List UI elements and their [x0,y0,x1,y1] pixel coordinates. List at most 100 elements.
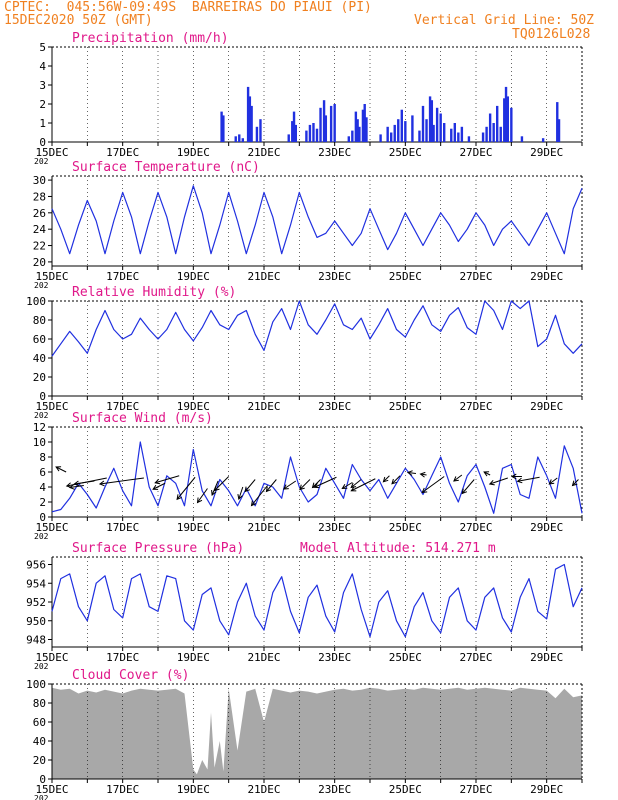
wind-arrow [453,474,463,482]
x-tick-label: 25DEC [389,400,422,413]
y-tick-label: 12 [33,421,46,434]
x-tick-label: 27DEC [459,783,492,796]
precip-bar [425,119,428,142]
precip-bar [363,104,366,142]
panel-5: 15DEC 17DEC 19DEC 21DEC 23DEC 25DEC 27DEC 29DEC… [26,541,583,671]
wind-arrow [197,488,208,503]
precip-bar [250,105,253,142]
y-tick-label: 60 [33,333,46,346]
wind-arrow-head [461,488,468,495]
panel-3: 15DEC 17DEC 19DEC 21DEC 23DEC 25DEC 27DEC 29DEC… [26,285,583,420]
precip-bar [453,123,456,142]
precip-bar [220,111,223,142]
precip-bar [255,126,259,142]
wind-arrow-head [211,489,217,496]
x-tick-label: 29DEC [530,146,563,159]
y-tick-label: 6 [39,466,46,479]
wind-arrow [66,477,107,487]
wind-arrow [489,477,508,485]
wind-arrow [391,475,401,485]
x-tick-label: 19DEC [177,400,210,413]
precip-bar [305,130,308,142]
y-tick-label: 0 [39,136,46,149]
x-tick-label: 21DEC [247,651,280,664]
x-tick-label: 27DEC [459,146,492,159]
x-tick-label: 21DEC [247,400,280,413]
y-tick-label: 28 [33,190,46,203]
x-tick-label: 29DEC [530,270,563,283]
y-tick-label: 80 [33,697,46,710]
precip-bar [241,138,244,142]
y-tick-label: 20 [33,371,46,384]
wind-arrow [421,476,445,493]
wind-arrow-head [237,494,243,500]
precip-bar [351,130,354,142]
y-tick-label: 22 [33,240,46,253]
y-tick-label: 40 [33,352,46,365]
x-tick-label: 27DEC [459,651,492,664]
precip-bar [287,134,290,142]
precip-bar [492,123,495,142]
x-tick-label: 23DEC [318,783,351,796]
precip-bar [222,115,225,142]
wind-arrow-head [196,497,203,504]
panel-title: Surface Wind (m/s) [72,411,213,426]
wind-arrow-head [154,478,161,485]
precip-bar [499,126,502,142]
wind-arrow [99,477,144,485]
header-model-code: TQ0126L028 [512,27,591,42]
precip-bar [556,102,559,142]
x-tick-label: 15DEC [35,146,68,159]
wind-arrow [251,485,268,506]
wind-arrow [283,480,297,490]
wind-arrow-head [382,476,389,483]
precip-bar [361,109,365,142]
precip-bar [432,124,435,142]
cloud-cover-area [52,687,582,779]
wind-arrow-head [453,476,459,482]
precip-bar [428,96,432,142]
wind-arrow [55,466,67,473]
x-tick-label: 17DEC [106,146,139,159]
x-tick-label: 29DEC [530,400,563,413]
x-tick-label: 19DEC [177,270,210,283]
y-tick-label: 950 [26,615,46,628]
wind-arrow-head [152,484,159,490]
series-line [51,563,583,638]
wind-arrow [238,486,244,500]
wind-arrow-head [516,477,523,484]
y-tick-label: 26 [33,207,46,220]
header-location: CPTEC: 045:56W-09:49S BARREIRAS DO PIAUI… [4,0,372,15]
panel-title: Surface Temperature (nC) [72,160,260,175]
y-tick-label: 1 [39,117,46,130]
wind-arrow [244,479,256,492]
wind-arrow-head [65,482,72,488]
precip-bar [234,136,237,142]
header-grid-line: Vertical Grid Line: 50Z [414,13,595,28]
wind-arrow-head [213,485,220,492]
x-tick-label: 25DEC [389,270,422,283]
precip-bar [319,107,322,142]
panel-title: Surface Pressure (hPa) [72,541,244,556]
precip-bar [430,100,434,142]
wind-arrow-head [265,486,272,493]
wind-arrow-head [176,494,182,501]
x-year-fragment: 202 [34,411,49,420]
x-year-fragment: 202 [34,662,49,671]
wind-arrow-head [250,500,257,507]
y-tick-label: 60 [33,716,46,729]
x-tick-label: 27DEC [459,400,492,413]
precip-bar [488,113,492,142]
wind-arrow [214,476,230,491]
wind-arrow-head [483,471,490,477]
wind-arrow-head [313,483,320,489]
precip-bar [411,115,414,142]
x-tick-label: 21DEC [247,783,280,796]
x-tick-label: 27DEC [459,521,492,534]
y-tick-label: 956 [26,559,46,572]
precip-bar [292,111,296,142]
wind-arrow-head [571,480,578,487]
precip-bar [248,96,252,142]
precip-bar [379,134,382,142]
